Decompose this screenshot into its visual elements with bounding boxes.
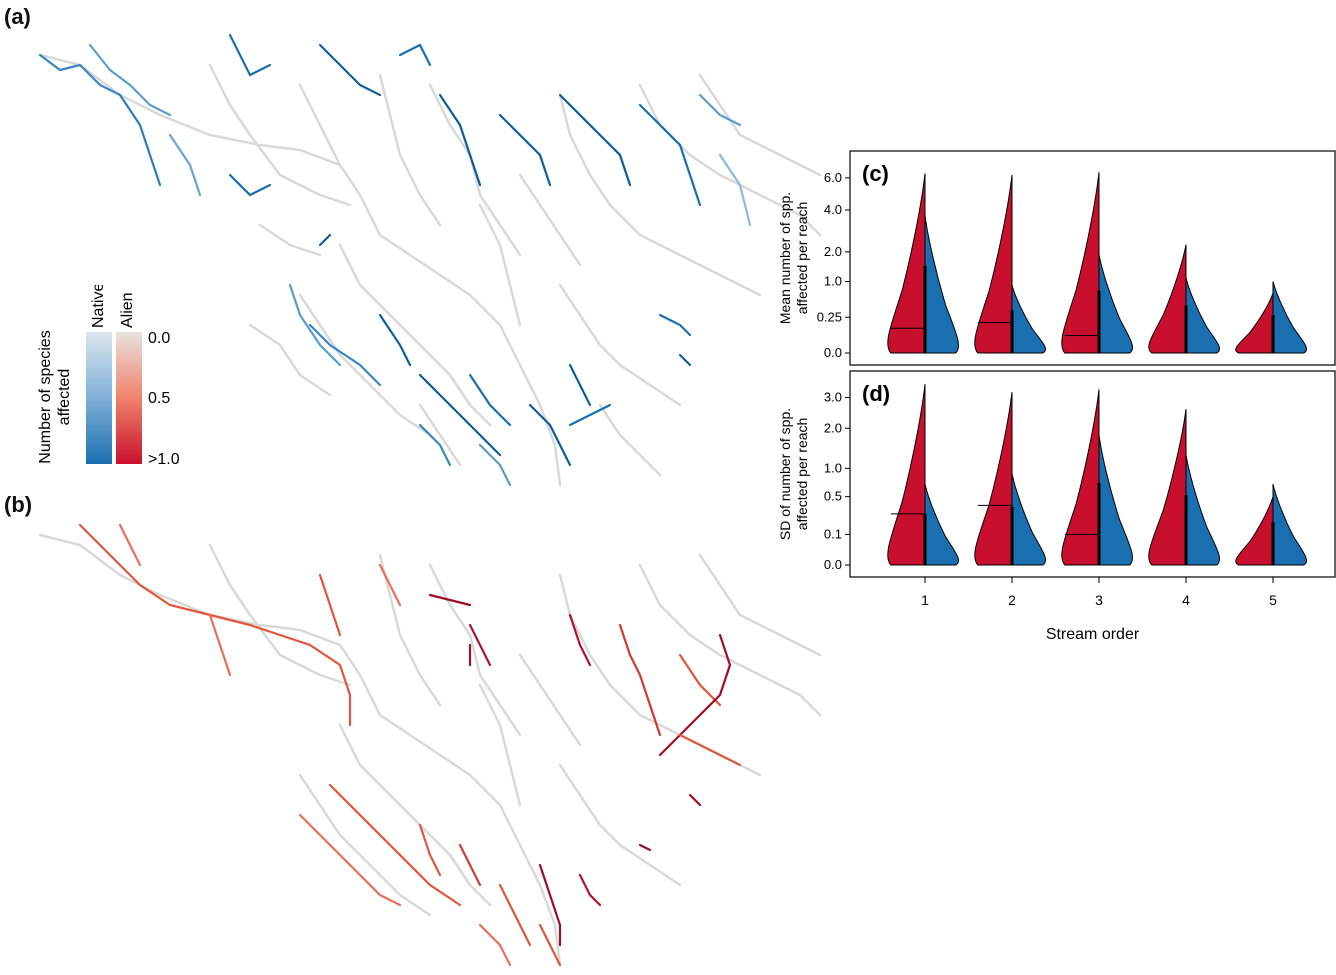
native-violin-order-1 [924,484,960,566]
river-alien-affected [78,523,742,967]
y-axis-label-line: Mean number of spp. [777,192,793,324]
color-legend: Number of species affected Native Alien … [30,283,210,475]
panel-label-a: (a) [4,4,31,29]
x-tick-label: 1 [921,592,929,608]
river-network-map-alien [38,523,822,967]
legend-title-line1: Number of species [37,330,54,463]
y-axis-label-line: affected per reach [794,202,810,315]
native-violin-order-2 [1011,285,1047,354]
violin-charts: (c) 0.0 0.25 1.0 2.0 4.0 6.0 Mean number of spp… [777,150,1336,643]
y-tick-label: 0.0 [824,557,842,572]
legend-native-label: Native [90,285,107,328]
alien-violin-order-2 [974,174,1013,354]
alien-violin-order-5 [1235,496,1274,566]
river-network-map-native [38,33,822,487]
x-axis-label: Stream order [1046,626,1140,643]
alien-violin-order-3 [1061,389,1100,566]
x-tick-label: 4 [1182,592,1190,608]
panel-label-d: (d) [862,381,890,406]
x-tick-label: 3 [1095,592,1103,608]
alien-violin-order-1 [887,173,926,354]
river-native-affected [38,33,752,487]
x-tick-label: 2 [1008,592,1016,608]
y-axis-label-line: affected per reach [794,418,810,531]
alien-violin-order-5 [1235,293,1274,354]
native-violin-order-3 [1098,254,1134,354]
alien-violin-order-4 [1148,409,1187,566]
y-tick-label: 1.0 [824,274,842,289]
panel-label-b: (b) [4,492,33,517]
native-violin-order-1 [924,215,960,354]
x-tick-label: 5 [1269,592,1277,608]
y-tick-label: 2.0 [824,420,842,435]
alien-violin-order-4 [1148,244,1187,354]
river-base-network [38,53,822,487]
chart-frame-c [849,150,1336,366]
center-box-order-4 [1184,305,1188,353]
center-box-order-3 [1097,290,1101,353]
y-tick-label: 4.0 [824,202,842,217]
center-box-order-5 [1271,315,1275,353]
center-box-order-2 [1010,507,1014,565]
native-violin-order-4 [1185,454,1221,566]
y-tick-label: 0.1 [824,526,842,541]
panel-label-c: (c) [862,161,889,186]
chart-frame-d [849,370,1336,578]
native-violin-order-2 [1011,473,1047,566]
alien-violin-order-3 [1061,172,1100,354]
center-box-order-3 [1097,482,1101,565]
legend-native-colorbar [86,332,112,464]
native-violin-order-5 [1272,484,1308,566]
y-tick-label: 1.0 [824,460,842,475]
y-tick-label: 0.0 [824,345,842,360]
legend-alien-colorbar [116,332,142,464]
river-base-network [38,533,822,967]
native-violin-order-5 [1272,281,1308,354]
legend-tick-1: 0.5 [148,390,170,407]
legend-tick-0: 0.0 [148,330,170,347]
center-box-order-4 [1184,495,1188,565]
center-box-order-1 [923,513,927,565]
native-violin-order-3 [1098,435,1134,566]
y-axis-label-line: SD of number of spp. [777,408,793,540]
native-violin-order-4 [1185,277,1221,354]
center-box-order-1 [923,266,927,353]
alien-violin-order-2 [974,392,1013,566]
alien-violin-order-1 [887,384,926,566]
y-tick-label: 0.25 [817,309,842,324]
legend-tick-2: >1.0 [148,451,180,468]
y-tick-label: 2.0 [824,244,842,259]
legend-title-line2: affected [56,369,73,426]
legend-alien-label: Alien [119,292,136,328]
center-box-order-5 [1271,521,1275,565]
y-tick-label: 0.5 [824,489,842,504]
y-tick-label: 6.0 [824,170,842,185]
y-tick-label: 3.0 [824,390,842,405]
center-box-order-2 [1010,310,1014,353]
